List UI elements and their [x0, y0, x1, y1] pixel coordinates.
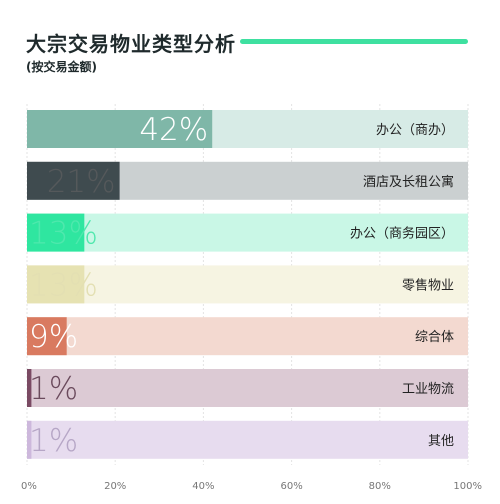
chart-subtitle: (按交易金额) [26, 60, 97, 74]
bar-row: 13% 办公（商务园区） [27, 213, 468, 252]
bar [27, 420, 32, 459]
bar [27, 369, 32, 407]
value-label: 21% [47, 164, 116, 200]
bar [27, 317, 67, 356]
bar [27, 110, 213, 148]
bar-row: 9% 综合体 [27, 317, 468, 356]
bar-track [27, 317, 468, 356]
bar-row: 1% 工业物流 [27, 369, 468, 407]
value-label: 1% [29, 371, 78, 407]
bar-row: 1% 其他 [27, 420, 468, 459]
bar-row: 42% 办公（商办） [27, 110, 468, 148]
value-label: 1% [29, 423, 78, 459]
x-tick-label: 100% [453, 481, 482, 492]
bar-track [27, 213, 468, 252]
title-accent-line [240, 39, 468, 44]
category-label: 办公（商务园区） [350, 226, 454, 242]
bar [27, 213, 85, 252]
x-tick-label: 0% [21, 481, 37, 492]
category-label: 工业物流 [402, 382, 454, 397]
bars: 42% 办公（商办） 21% 酒店及长租公寓 13% 办公（商务园区） 13% 零售物业 9% 综… [27, 110, 468, 459]
x-tick-label: 80% [369, 481, 391, 492]
value-label: 42% [139, 112, 208, 148]
x-tick-label: 40% [192, 481, 214, 492]
x-tick-label: 20% [104, 481, 126, 492]
chart-title: 大宗交易物业类型分析 [26, 32, 236, 56]
category-label: 零售物业 [402, 277, 454, 293]
bar-track [27, 369, 468, 407]
value-label: 9% [29, 319, 78, 355]
value-label: 13% [29, 267, 98, 303]
category-label: 综合体 [415, 330, 454, 345]
bar-track [27, 265, 468, 304]
value-label: 13% [29, 216, 98, 252]
category-label: 其他 [428, 434, 454, 449]
bar [27, 265, 85, 304]
category-label: 办公（商办） [376, 123, 454, 138]
bar-row: 21% 酒店及长租公寓 [27, 161, 468, 200]
bar-track [27, 420, 468, 459]
x-tick-label: 60% [280, 481, 302, 492]
bar-row: 13% 零售物业 [27, 265, 468, 304]
category-label: 酒店及长租公寓 [363, 174, 454, 190]
x-axis-ticks: 0% 20% 40% 60% 80% 100% [21, 481, 482, 492]
bar [27, 161, 120, 200]
